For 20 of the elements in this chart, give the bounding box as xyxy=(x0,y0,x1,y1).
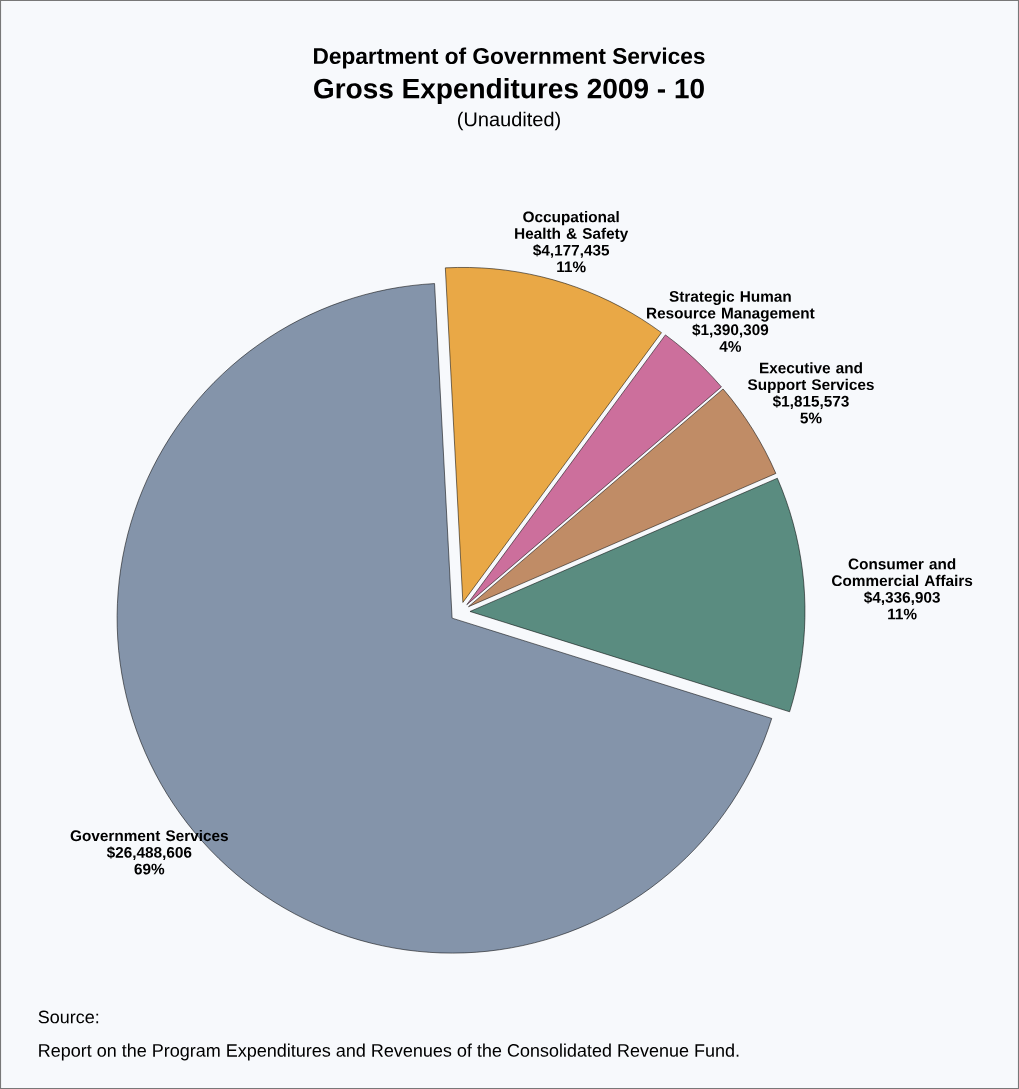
text: 4% xyxy=(719,341,742,352)
data-label: $4,177,435 xyxy=(533,244,610,258)
text: (Unaudited) xyxy=(457,111,560,131)
chart-title: Department of Government Services xyxy=(314,47,705,69)
text: 5% xyxy=(800,412,822,424)
text: 11% xyxy=(888,608,917,620)
text: 11% xyxy=(557,261,586,273)
source-note: Source: xyxy=(38,1010,99,1024)
chart-subtitle: Gross Expenditures 2009 - 10 xyxy=(314,77,704,105)
text: 69% xyxy=(134,863,165,875)
slice-label: Occupational Health & Safety xyxy=(515,211,629,242)
data-label: $1,390,309 xyxy=(692,323,769,338)
text: Report on the Program Expenditures and Revenues of the Consolidated Revenue Fund. xyxy=(39,1043,739,1061)
slice-label: Executive and Support Services xyxy=(747,362,874,394)
slice-label: Strategic Human Resource Management xyxy=(647,290,815,322)
slice-label: Government Services xyxy=(70,829,228,842)
data-label: $4,336,903 xyxy=(863,591,940,605)
slice-label: Consumer and Commercial Affairs xyxy=(832,558,973,587)
data-label: $26,488,606 xyxy=(106,846,192,861)
data-label: $1,815,573 xyxy=(772,395,849,409)
